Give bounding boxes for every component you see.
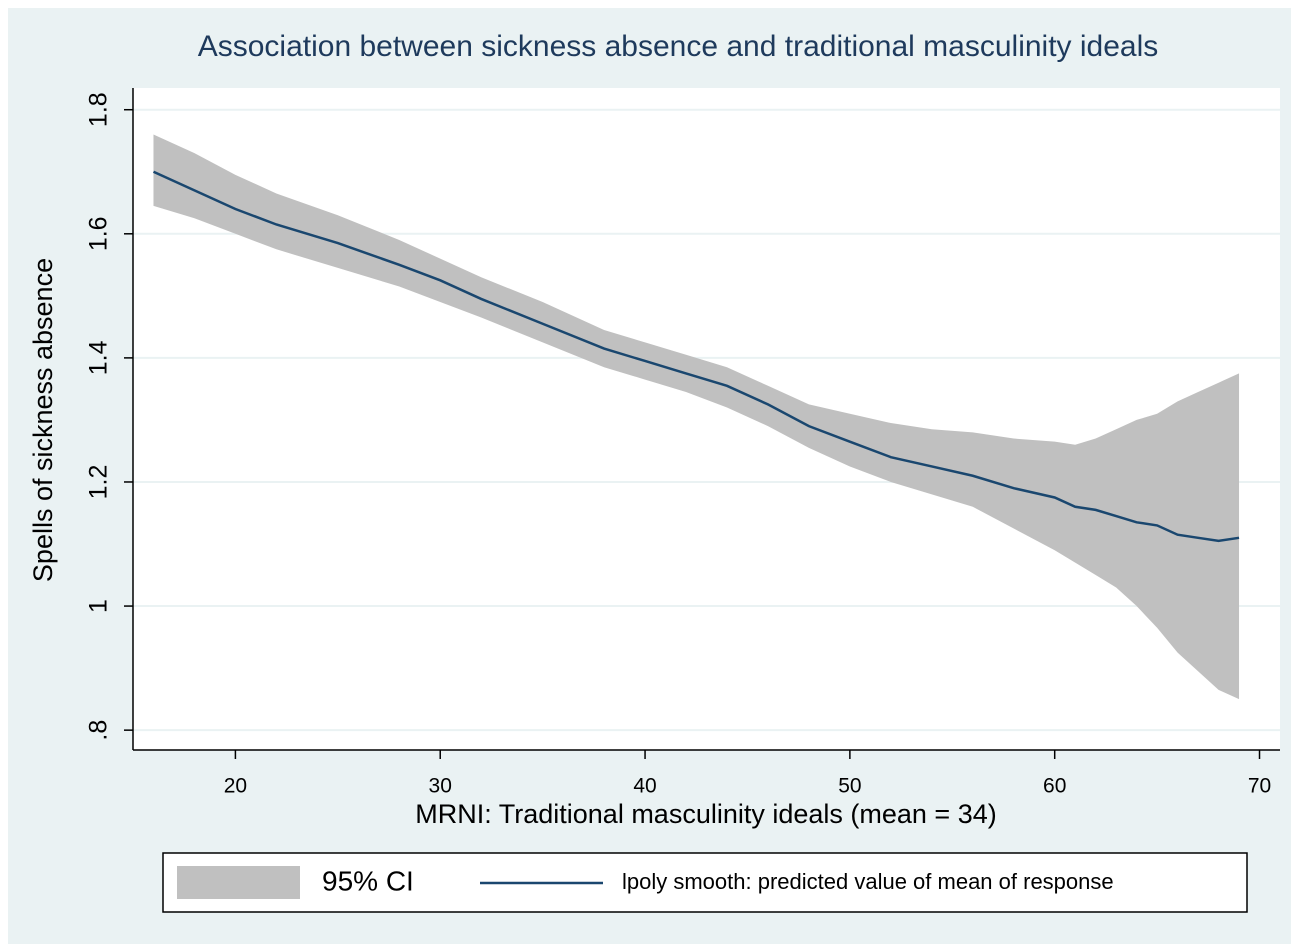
legend-label: lpoly smooth: predicted value of mean of… xyxy=(622,869,1114,894)
x-tick-label: 60 xyxy=(1043,775,1066,798)
legend-swatch xyxy=(177,866,300,899)
x-tick-label: 70 xyxy=(1248,775,1271,798)
chart-title: Association between sickness absence and… xyxy=(198,30,1159,63)
y-axis-label: Spells of sickness absence xyxy=(28,258,58,582)
legend-box xyxy=(162,852,1248,913)
x-axis-label: MRNI: Traditional masculinity ideals (me… xyxy=(415,799,996,829)
x-tick-label: 20 xyxy=(224,775,247,798)
y-tick-label: 1.6 xyxy=(85,216,113,251)
y-tick-label: 1.8 xyxy=(85,92,113,127)
y-tick-label: 1 xyxy=(85,599,113,613)
plot-area xyxy=(133,88,1280,750)
smooth-line xyxy=(152,170,1240,543)
y-tick-label: .8 xyxy=(85,720,113,741)
y-tick-label: 1.2 xyxy=(85,465,113,500)
y-tick-label: 1.4 xyxy=(85,340,113,375)
x-tick-label: 40 xyxy=(633,775,656,798)
x-tick-label: 50 xyxy=(838,775,861,798)
x-tick-label: 30 xyxy=(429,775,452,798)
legend-label: 95% CI xyxy=(322,865,414,896)
